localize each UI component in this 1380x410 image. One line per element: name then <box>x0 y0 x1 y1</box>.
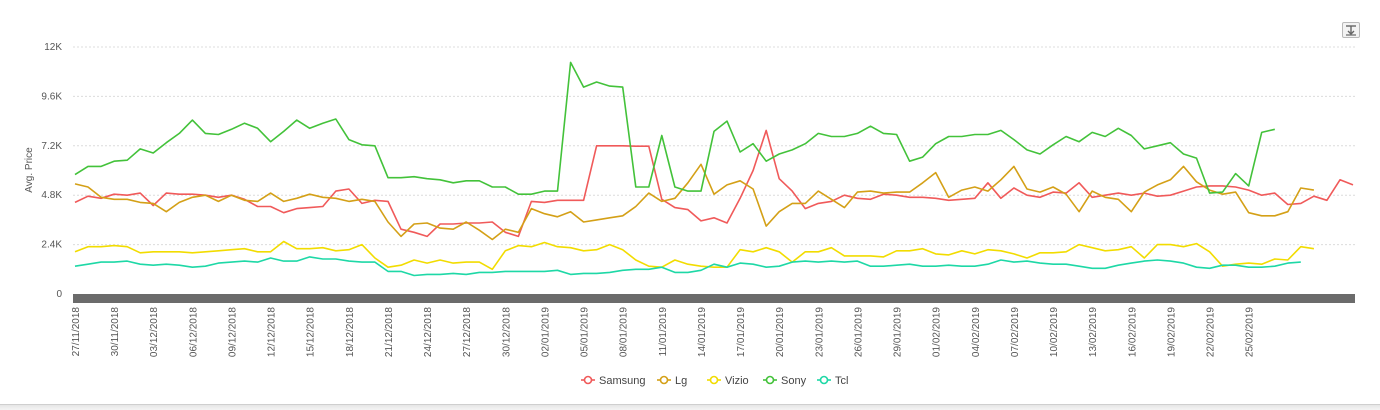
y-tick-label: 12K <box>44 42 62 53</box>
legend-marker-dot <box>659 375 669 385</box>
legend-item-tcl[interactable]: Tcl <box>817 375 848 387</box>
y-tick-label: 4.8K <box>41 190 62 201</box>
legend-label: Vizio <box>725 375 749 387</box>
x-tick-label: 25/02/2019 <box>1245 307 1256 357</box>
legend-item-samsung[interactable]: Samsung <box>581 375 645 387</box>
x-tick-label: 08/01/2019 <box>619 307 630 357</box>
x-tick-label: 11/01/2019 <box>658 307 669 357</box>
x-tick-label: 14/01/2019 <box>697 307 708 357</box>
x-tick-label: 27/12/2018 <box>462 307 473 357</box>
series-line-vizio <box>74 240 1315 271</box>
x-tick-label: 20/01/2019 <box>775 307 786 357</box>
series-line-samsung <box>74 129 1354 238</box>
x-tick-label: 07/02/2019 <box>1010 307 1021 357</box>
navigator-bar[interactable] <box>73 294 1355 303</box>
legend-marker-dot <box>819 375 829 385</box>
legend-marker-dot <box>765 375 775 385</box>
series-lines <box>74 61 1354 277</box>
export-menu-button[interactable] <box>1342 22 1360 38</box>
y-tick-label: 7.2K <box>41 141 62 152</box>
x-tick-label: 15/12/2018 <box>306 307 317 357</box>
x-tick-label: 18/12/2018 <box>345 307 356 357</box>
x-tick-label: 21/12/2018 <box>384 307 395 357</box>
gridlines <box>73 46 1355 246</box>
series-line-tcl <box>74 256 1301 277</box>
series-line-lg <box>74 163 1315 241</box>
x-tick-label: 19/02/2019 <box>1166 307 1177 357</box>
legend-item-vizio[interactable]: Vizio <box>707 375 749 387</box>
x-tick-label: 10/02/2019 <box>1049 307 1060 357</box>
export-menu-icon <box>1346 25 1356 36</box>
y-axis-ticks: 0 2.4K 4.8K 7.2K 9.6K 12K <box>41 42 62 300</box>
legend-marker-dot <box>709 375 719 385</box>
legend: Samsung Lg Vizio Sony Tcl <box>581 375 848 387</box>
y-tick-label: 0 <box>56 289 62 300</box>
series-line-sony <box>74 61 1275 195</box>
legend-label: Samsung <box>599 375 645 387</box>
x-tick-label: 16/02/2019 <box>1127 307 1138 357</box>
legend-item-lg[interactable]: Lg <box>657 375 687 387</box>
x-tick-label: 26/01/2019 <box>853 307 864 357</box>
legend-label: Lg <box>675 375 687 387</box>
bottom-panel-edge <box>0 404 1380 410</box>
x-tick-label: 27/11/2018 <box>71 307 82 357</box>
x-tick-label: 12/12/2018 <box>267 307 278 357</box>
x-tick-label: 30/12/2018 <box>501 307 512 357</box>
x-tick-label: 17/01/2019 <box>736 307 747 357</box>
x-tick-label: 02/01/2019 <box>541 307 552 357</box>
x-tick-label: 23/01/2019 <box>814 307 825 357</box>
x-tick-label: 30/11/2018 <box>110 307 121 357</box>
x-tick-label: 29/01/2019 <box>893 307 904 357</box>
y-tick-label: 2.4K <box>41 240 62 251</box>
x-tick-label: 06/12/2018 <box>188 307 199 357</box>
x-tick-label: 04/02/2019 <box>971 307 982 357</box>
x-tick-label: 13/02/2019 <box>1088 307 1099 357</box>
y-tick-label: 9.6K <box>41 91 62 102</box>
x-tick-label: 24/12/2018 <box>423 307 434 357</box>
x-tick-label: 03/12/2018 <box>149 307 160 357</box>
x-tick-label: 05/01/2019 <box>580 307 591 357</box>
y-axis-label: Avg. Price <box>24 147 35 193</box>
legend-label: Tcl <box>835 375 848 387</box>
x-tick-label: 22/02/2019 <box>1206 307 1217 357</box>
legend-label: Sony <box>781 375 807 387</box>
x-tick-label: 01/02/2019 <box>932 307 943 357</box>
legend-item-sony[interactable]: Sony <box>763 375 807 387</box>
x-axis-ticks: 27/11/2018 30/11/2018 03/12/2018 06/12/2018… <box>71 307 1256 357</box>
x-tick-label: 09/12/2018 <box>228 307 239 357</box>
legend-marker-dot <box>583 375 593 385</box>
